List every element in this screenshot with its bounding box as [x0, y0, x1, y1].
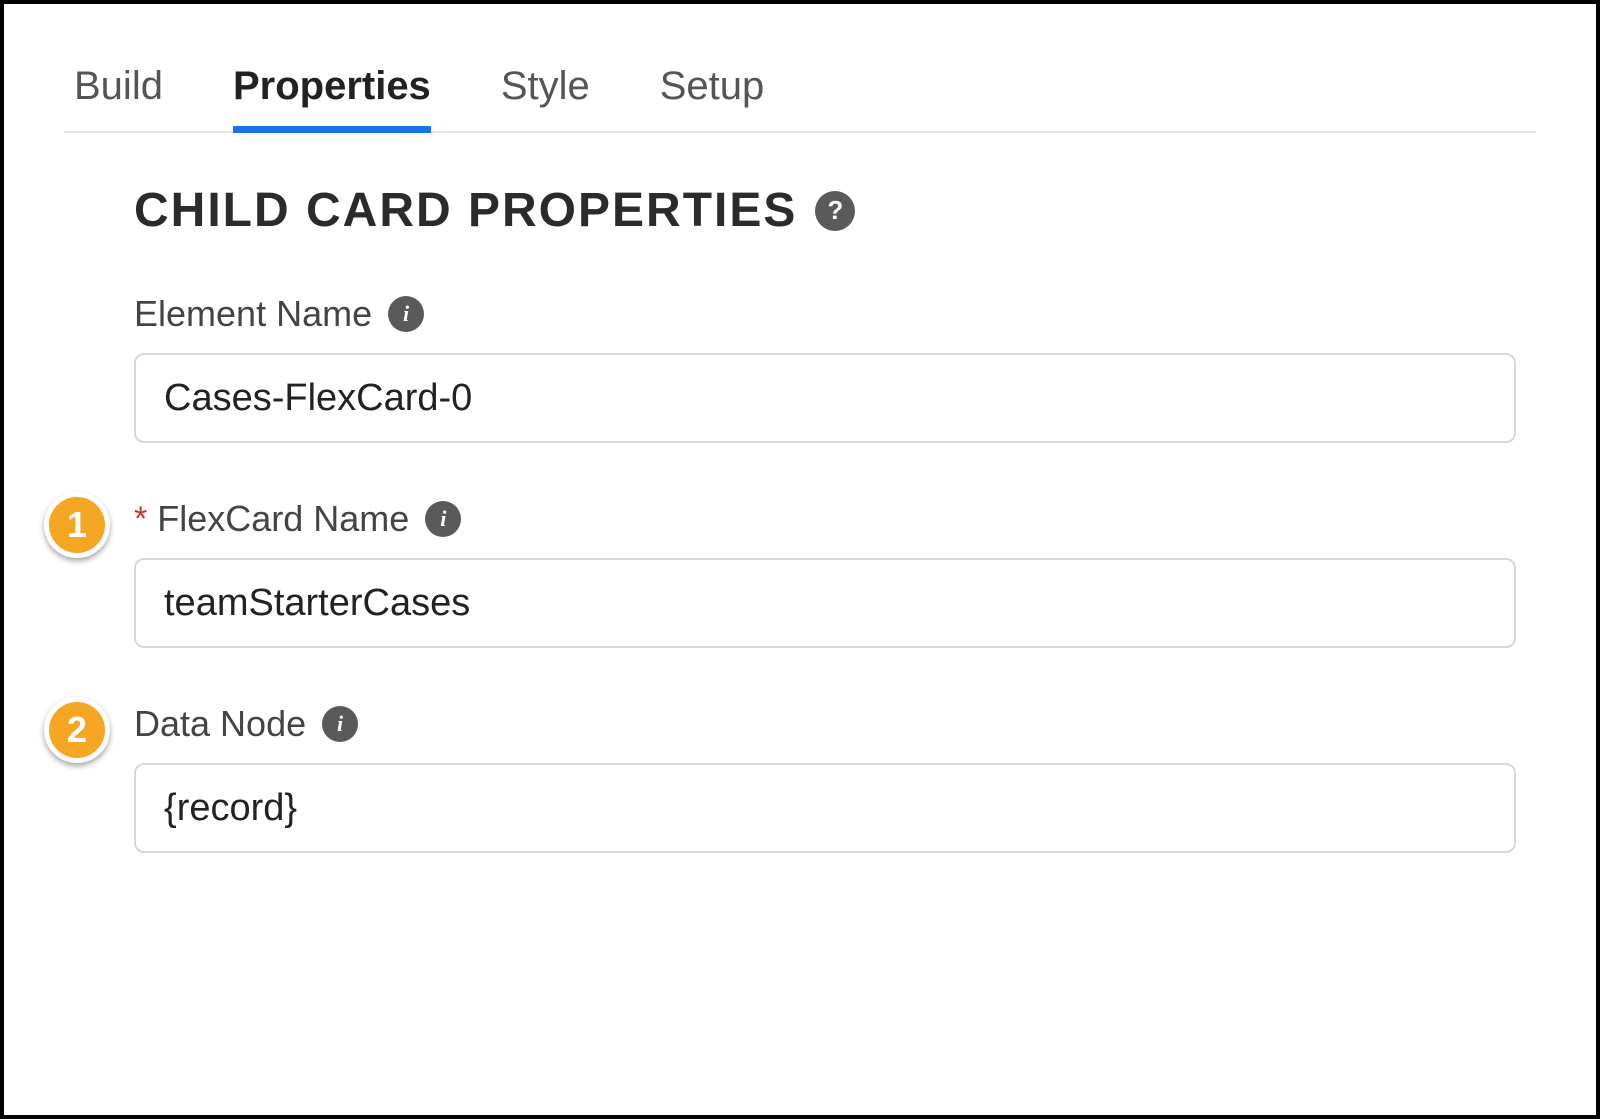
- callout-badge-1: 1: [44, 492, 110, 558]
- tab-bar: Build Properties Style Setup: [64, 44, 1536, 133]
- field-data-node: 2 Data Node i: [134, 703, 1516, 853]
- data-node-input[interactable]: [134, 763, 1516, 853]
- field-flexcard-name: 1 * FlexCard Name i: [134, 498, 1516, 648]
- tab-style[interactable]: Style: [501, 64, 590, 131]
- panel-title-row: CHILD CARD PROPERTIES ?: [134, 183, 1516, 238]
- info-icon: i: [425, 501, 461, 537]
- element-name-label: Element Name: [134, 293, 372, 335]
- callout-badge-2: 2: [44, 697, 110, 763]
- flexcard-name-input[interactable]: [134, 558, 1516, 648]
- help-icon[interactable]: ?: [815, 191, 855, 231]
- panel-title: CHILD CARD PROPERTIES: [134, 183, 797, 238]
- window-frame: Build Properties Style Setup CHILD CARD …: [0, 0, 1600, 1119]
- tab-properties[interactable]: Properties: [233, 64, 431, 131]
- data-node-label: Data Node: [134, 703, 306, 745]
- field-label-row: Data Node i: [134, 703, 1516, 745]
- field-label-row: * FlexCard Name i: [134, 498, 1516, 540]
- flexcard-name-label: FlexCard Name: [157, 498, 409, 540]
- info-icon: i: [388, 296, 424, 332]
- properties-panel: CHILD CARD PROPERTIES ? Element Name i 1…: [64, 183, 1536, 853]
- field-label-row: Element Name i: [134, 293, 1516, 335]
- element-name-input[interactable]: [134, 353, 1516, 443]
- tab-build[interactable]: Build: [74, 64, 163, 131]
- tab-setup[interactable]: Setup: [660, 64, 765, 131]
- field-element-name: Element Name i: [134, 293, 1516, 443]
- info-icon: i: [322, 706, 358, 742]
- required-indicator: *: [134, 500, 147, 539]
